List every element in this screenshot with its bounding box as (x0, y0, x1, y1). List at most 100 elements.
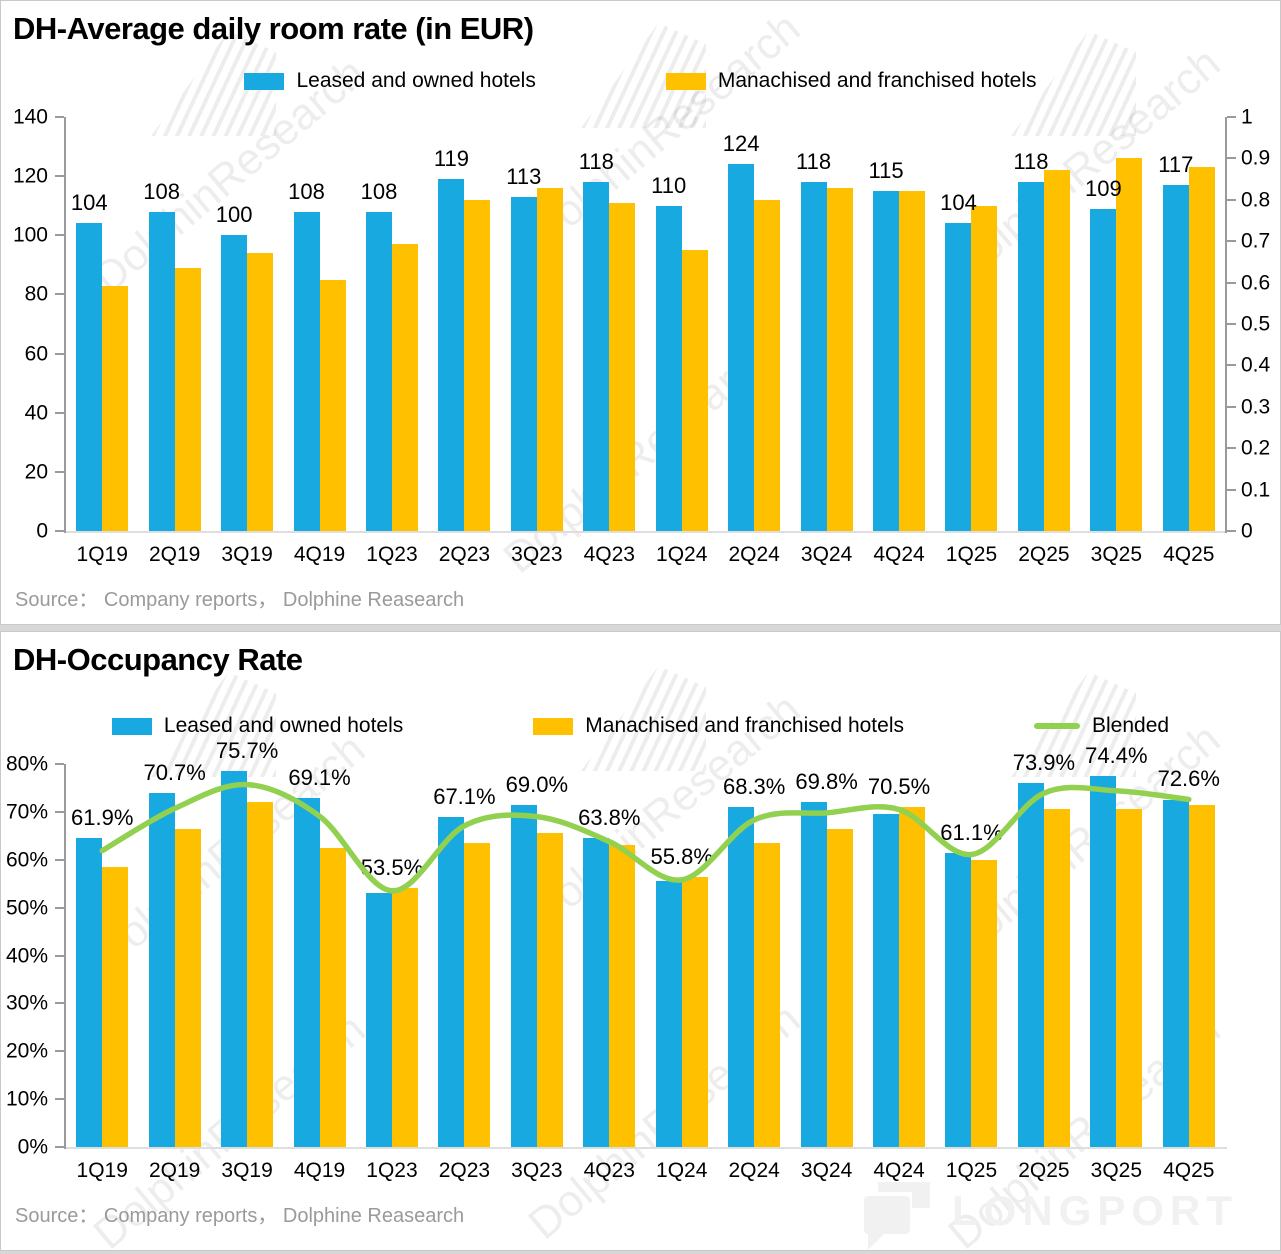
left-y-axis-line (64, 764, 66, 1149)
right-y-axis-label: 0.2 (1241, 436, 1271, 460)
bar-leased-owned (1162, 799, 1189, 1147)
left-y-axis-label: 70% (5, 800, 48, 824)
data-label: 118 (796, 149, 832, 175)
left-axis-tick (55, 1050, 64, 1053)
data-label: 68.3% (722, 774, 786, 800)
data-label: 67.1% (433, 783, 496, 809)
data-label: 108 (360, 178, 398, 204)
x-axis-label: 2Q19 (148, 1159, 201, 1182)
left-y-axis-label: 50% (5, 896, 48, 920)
bar-leased-owned (873, 190, 900, 531)
bar-manachised-franchised (609, 845, 636, 1147)
data-label: 100 (215, 202, 253, 228)
legend-occupancy: Leased and owned hotels Manachised and fr… (1, 714, 1280, 738)
bar-manachised-franchised (102, 866, 129, 1147)
bar-groups: 61.9% 70.7% 75.7% 69.1% 53.5% 67.1% 69.0% 63.8%… (66, 738, 1225, 1147)
bar-manachised-franchised (464, 199, 491, 531)
right-axis-tick (1227, 281, 1236, 284)
x-axis-label: 3Q23 (511, 1159, 563, 1182)
left-y-axis-label: 40% (5, 944, 48, 967)
left-y-axis-label: 20 (24, 460, 48, 484)
legend-label: Leased and owned hotels (296, 69, 536, 92)
right-axis-tick (1227, 198, 1236, 201)
data-label: 74.4% (1085, 742, 1148, 768)
bar-manachised-franchised (681, 876, 708, 1147)
bar-leased-owned (945, 852, 972, 1147)
left-y-axis-label: 20% (5, 1039, 48, 1063)
right-axis-tick (1227, 364, 1236, 367)
right-axis-tick (1227, 488, 1236, 491)
bar-leased-owned (148, 792, 175, 1147)
bar-group: 108 (288, 117, 346, 531)
x-axis-label: 3Q19 (221, 543, 273, 566)
bar-leased-owned (365, 211, 392, 531)
x-axis-label: 1Q19 (76, 543, 128, 566)
legend-item: Leased and owned hotels (244, 69, 536, 93)
left-axis-tick (55, 530, 64, 532)
data-label: 55.8% (650, 843, 713, 869)
x-axis-label: 2Q23 (438, 1159, 491, 1182)
left-axis-tick (55, 810, 64, 813)
data-label: 104 (70, 190, 108, 216)
bar-leased-owned (221, 771, 248, 1147)
right-y-axis-label: 0.5 (1241, 312, 1271, 336)
left-axis-tick (55, 411, 64, 414)
bar-manachised-franchised (247, 802, 274, 1147)
bar-swatch-icon (244, 72, 285, 90)
bar-group: 61.9% (71, 764, 133, 1147)
left-axis-tick (55, 1146, 64, 1148)
right-y-axis-label: 1 (1241, 105, 1253, 129)
right-y-axis-line (1225, 117, 1227, 533)
left-axis-tick (55, 858, 64, 861)
bar-group: 53.5% (361, 764, 423, 1147)
bar-groups: 104 108 100 108 108 119 113 118 110 124 118 115 104 1… (66, 117, 1225, 531)
left-axis-tick (55, 293, 64, 296)
bar-leased-owned (438, 179, 465, 531)
x-axis-label: 1Q19 (76, 1159, 128, 1182)
bar-manachised-franchised (391, 244, 418, 531)
right-y-axis-label: 0.1 (1241, 478, 1271, 502)
data-label: 118 (578, 149, 614, 175)
bar-group: 63.8% (578, 764, 640, 1147)
legend-label: Leased and owned hotels (163, 714, 404, 737)
bar-leased-owned (1017, 182, 1044, 531)
left-y-axis-label: 0 (36, 519, 48, 543)
bar-group: 67.1% (433, 764, 496, 1147)
x-axis-line (64, 1147, 1227, 1149)
left-axis-tick (55, 116, 64, 118)
left-y-axis-label: 0% (17, 1135, 48, 1159)
bar-leased-owned (293, 797, 320, 1147)
bar-group: 118 (579, 117, 636, 531)
right-y-axis-label: 0.6 (1241, 271, 1271, 295)
bar-manachised-franchised (536, 187, 563, 531)
x-axis-label: 4Q25 (1163, 1159, 1215, 1182)
panel-occupancy-rate: DolphinResearch DolphinResearch DolphinRes… (0, 631, 1281, 1251)
right-axis-tick (1227, 323, 1236, 325)
data-label: 108 (288, 178, 325, 204)
panel-average-daily-room-rate: DolphinResearch DolphinResearch DolphinRes… (0, 0, 1281, 625)
bar-group: 69.0% (506, 764, 568, 1147)
bar-leased-owned (1162, 185, 1189, 531)
bar-leased-owned (945, 223, 972, 531)
bar-manachised-franchised (319, 847, 346, 1147)
x-axis-label: 2Q24 (728, 543, 780, 566)
data-label: 113 (506, 163, 542, 189)
bar-manachised-franchised (826, 187, 853, 531)
data-label: 110 (651, 172, 687, 198)
bar-group: 68.3% (723, 764, 785, 1147)
bar-group: 61.1% (940, 764, 1003, 1147)
data-label: 118 (1013, 149, 1049, 175)
right-y-axis-label: 0.4 (1241, 353, 1271, 377)
x-axis-label: 3Q24 (800, 543, 853, 566)
legend-adr: Leased and owned hotels Manachised and fr… (1, 69, 1280, 93)
bar-leased-owned (800, 802, 827, 1147)
source-note-occupancy: Source： Company reports， Dolphine Reasea… (15, 1205, 465, 1227)
bar-manachised-franchised (174, 828, 201, 1147)
bar-manachised-franchised (609, 202, 636, 531)
left-axis-tick (55, 906, 64, 909)
right-y-axis-label: 0.3 (1241, 395, 1271, 419)
chart-title-adr: DH-Average daily room rate (in EUR) (13, 11, 534, 46)
bar-group: 108 (143, 117, 201, 531)
bar-group: 109 (1085, 117, 1143, 531)
x-axis-label: 1Q25 (945, 1159, 998, 1182)
